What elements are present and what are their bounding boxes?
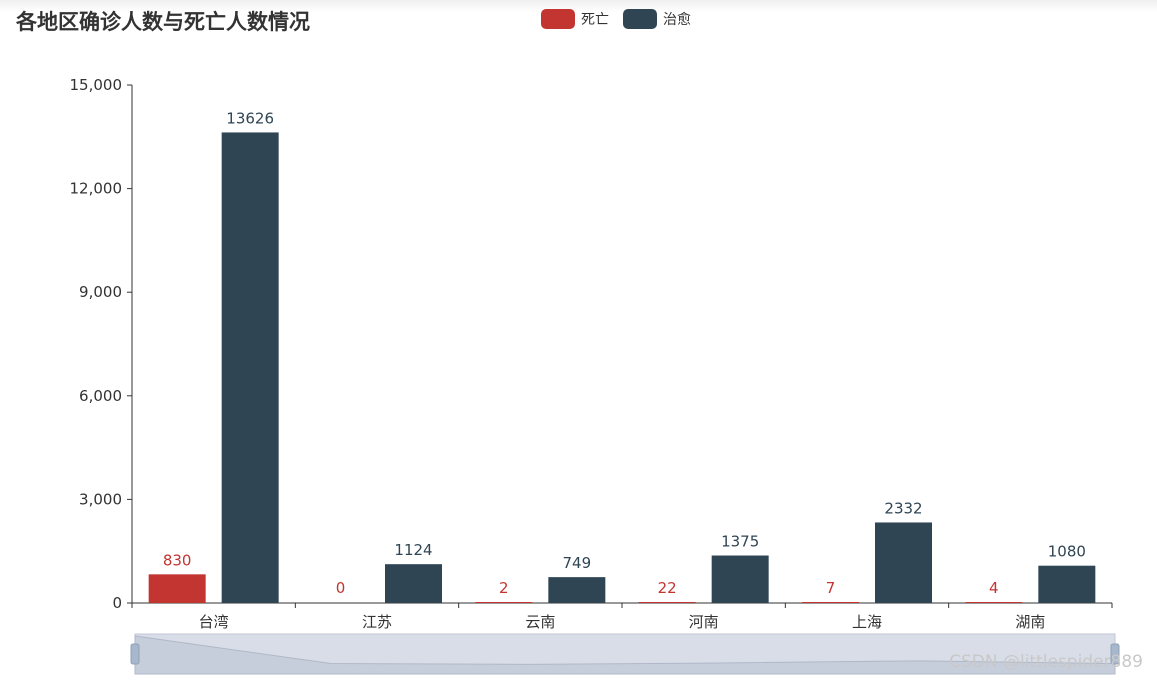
legend-label-recovered: 治愈 — [663, 12, 691, 28]
x-tick-label: 湖南 — [1015, 613, 1045, 631]
legend-label-deaths: 死亡 — [581, 12, 609, 28]
data-zoom-handle-left[interactable] — [130, 643, 140, 665]
y-tick-label: 6,000 — [79, 387, 122, 405]
watermark: CSDN @littlespider889 — [949, 652, 1143, 672]
top-shadow — [0, 0, 1157, 12]
bar-deaths[interactable] — [965, 602, 1023, 603]
data-zoom-preview — [134, 635, 1116, 675]
bar-recovered[interactable] — [385, 564, 442, 603]
x-tick-label: 河南 — [689, 613, 719, 631]
legend: 死亡 治愈 — [541, 9, 691, 29]
data-label: 1124 — [394, 541, 432, 559]
data-label: 2332 — [884, 499, 922, 517]
y-tick-label: 15,000 — [70, 76, 123, 94]
legend-item-deaths[interactable]: 死亡 — [541, 9, 609, 29]
y-tick-label: 12,000 — [70, 180, 123, 198]
legend-swatch-deaths — [541, 9, 575, 29]
bar-deaths[interactable] — [475, 602, 533, 603]
data-label: 0 — [336, 579, 346, 597]
data-label: 2 — [499, 579, 509, 597]
data-label: 22 — [658, 579, 677, 597]
bar-deaths[interactable] — [148, 574, 206, 603]
bar-recovered[interactable] — [875, 522, 932, 603]
x-tick-label: 上海 — [852, 613, 882, 631]
data-zoom-handle-right[interactable] — [1110, 643, 1120, 665]
x-tick-label: 云南 — [525, 613, 555, 631]
x-tick-label: 台湾 — [199, 613, 229, 631]
data-label: 830 — [163, 551, 192, 569]
x-tick-label: 江苏 — [362, 613, 392, 631]
bar-recovered[interactable] — [221, 132, 279, 604]
bar-recovered[interactable] — [711, 555, 769, 603]
legend-swatch-recovered — [623, 9, 657, 29]
data-label: 1080 — [1048, 543, 1086, 561]
bar-deaths[interactable] — [802, 602, 859, 603]
y-tick-label: 9,000 — [79, 283, 122, 301]
chart-title: 各地区确诊人数与死亡人数情况 — [16, 10, 310, 34]
bar-deaths[interactable] — [638, 602, 696, 603]
y-tick-label: 0 — [112, 594, 122, 612]
data-label: 749 — [563, 554, 592, 572]
data-label: 1375 — [721, 533, 759, 551]
data-label: 7 — [826, 579, 836, 597]
bar-recovered[interactable] — [548, 577, 606, 603]
bar-recovered[interactable] — [1038, 565, 1096, 603]
y-tick-label: 3,000 — [79, 490, 122, 508]
data-label: 13626 — [226, 109, 274, 127]
legend-item-recovered[interactable]: 治愈 — [623, 9, 691, 29]
data-label: 4 — [989, 579, 999, 597]
